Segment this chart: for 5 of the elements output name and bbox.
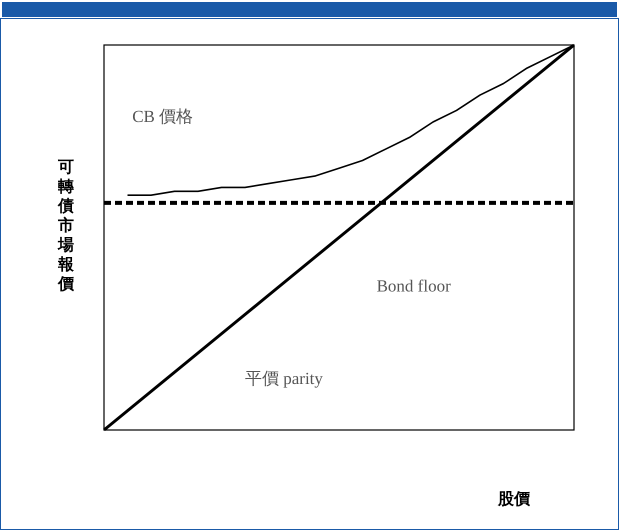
y-axis-title: 可轉債市場報價: [57, 159, 75, 293]
annotation: 平價 parity: [245, 368, 324, 388]
annotation: Bond floor: [376, 276, 452, 296]
annotation: CB 價格: [132, 107, 194, 126]
x-axis-title: 股價: [497, 490, 531, 508]
